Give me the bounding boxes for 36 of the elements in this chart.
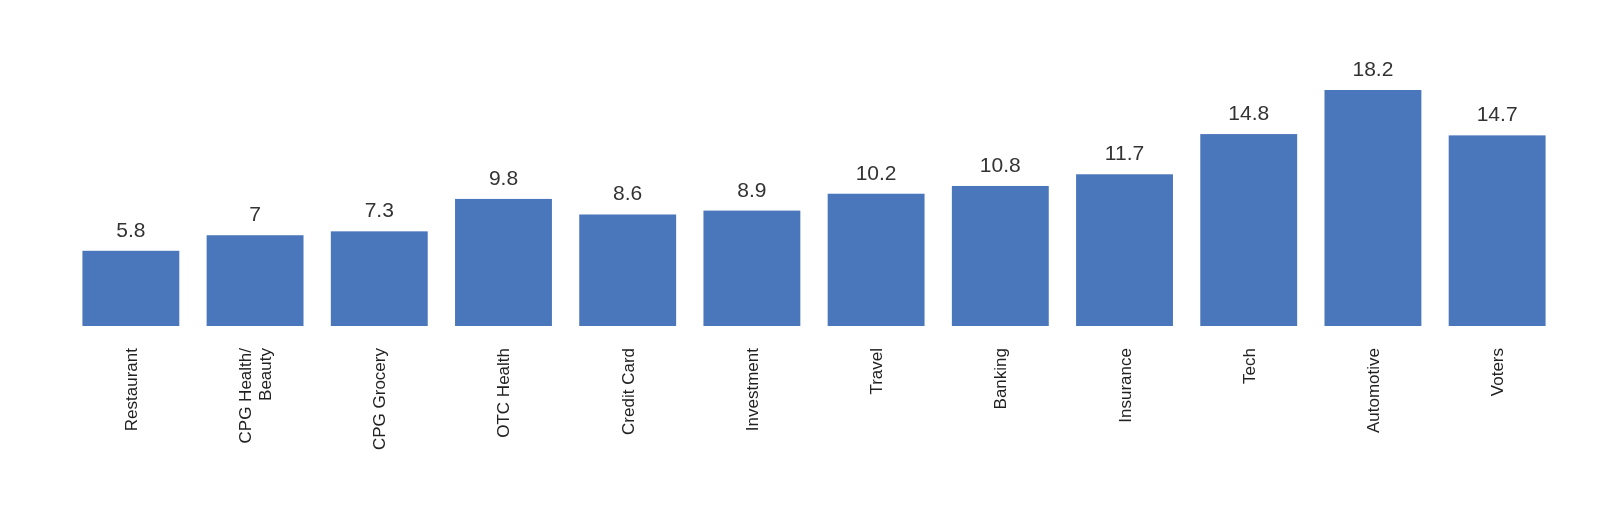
bar bbox=[1200, 134, 1298, 326]
data-label: 10.2 bbox=[855, 160, 897, 184]
data-label: 11.7 bbox=[1104, 141, 1145, 165]
bar bbox=[1448, 135, 1546, 326]
bar bbox=[1076, 174, 1173, 326]
x-tick-label: Automotive bbox=[1363, 348, 1383, 434]
data-label: 14.7 bbox=[1476, 102, 1518, 126]
bar bbox=[455, 198, 552, 326]
x-tick-label: Banking bbox=[991, 348, 1011, 410]
bar bbox=[579, 214, 677, 326]
data-label: 10.8 bbox=[979, 152, 1021, 176]
bar bbox=[827, 193, 925, 326]
bar bbox=[703, 210, 801, 326]
bar bbox=[206, 235, 304, 326]
data-label: 5.8 bbox=[116, 217, 146, 241]
x-tick-label: Travel bbox=[867, 348, 887, 395]
x-tick-label: Investment bbox=[742, 347, 762, 432]
x-tick-label: Voters bbox=[1488, 348, 1508, 397]
x-tick-label: Tech bbox=[1239, 348, 1259, 384]
bar bbox=[951, 185, 1049, 326]
bar bbox=[330, 231, 428, 326]
data-label: 14.8 bbox=[1228, 101, 1270, 125]
data-label: 7 bbox=[249, 202, 261, 226]
x-tick-label: Credit Card bbox=[618, 348, 638, 435]
x-tick-label: OTC Health bbox=[494, 348, 514, 438]
x-tick-label: Restaurant bbox=[121, 347, 141, 432]
data-label: 8.6 bbox=[613, 181, 643, 205]
x-tick-label: Insurance bbox=[1115, 348, 1135, 423]
bar bbox=[1324, 90, 1422, 326]
x-tick-label: CPG Grocery bbox=[370, 347, 390, 451]
data-label: 9.8 bbox=[488, 165, 519, 189]
data-label: 8.9 bbox=[737, 177, 767, 201]
data-label: 7.3 bbox=[364, 198, 394, 222]
x-tick-label: CPG Health/ Beauty bbox=[236, 347, 276, 444]
bar bbox=[82, 250, 180, 326]
data-label: 18.2 bbox=[1352, 57, 1394, 80]
